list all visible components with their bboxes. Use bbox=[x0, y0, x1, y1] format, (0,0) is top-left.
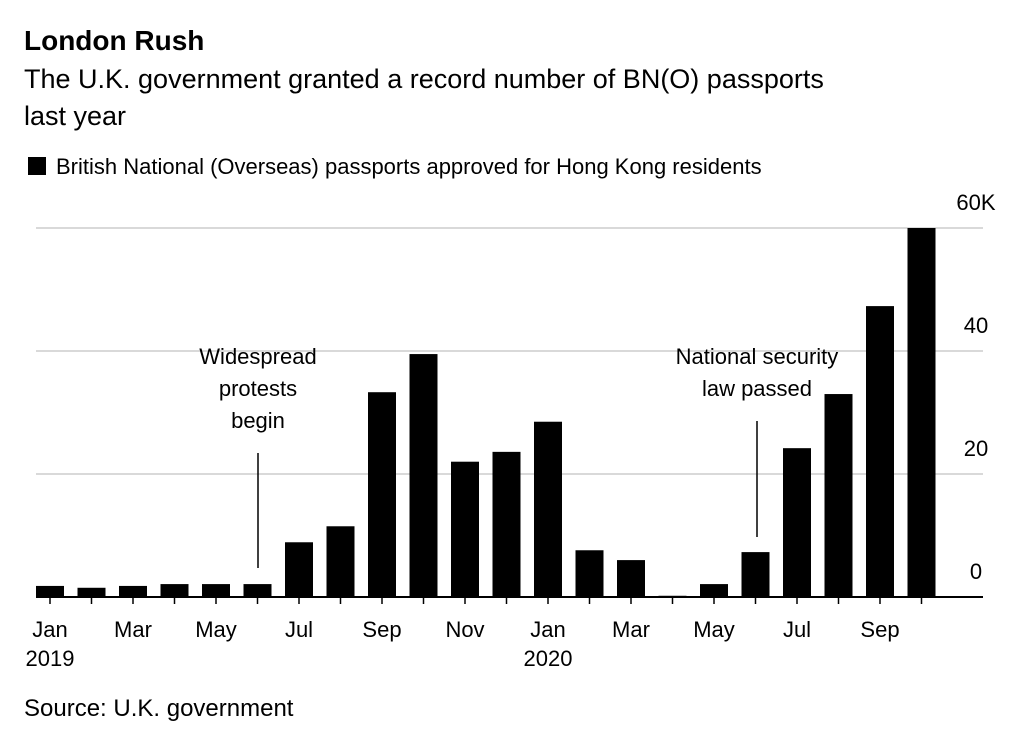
bar bbox=[243, 584, 272, 597]
bar bbox=[824, 394, 853, 597]
bar bbox=[783, 448, 811, 597]
x-tick-label: Jan 2020 bbox=[524, 617, 573, 671]
bar bbox=[160, 584, 189, 597]
x-tick-label: Sep bbox=[860, 617, 899, 642]
x-tick-label: Nov bbox=[445, 617, 484, 642]
x-tick-label: Jan 2019 bbox=[26, 617, 75, 671]
bar bbox=[326, 526, 355, 597]
bar bbox=[866, 306, 894, 597]
annotation: protests bbox=[219, 376, 297, 401]
annotation: Widespread bbox=[199, 344, 316, 369]
subtitle: The U.K. government granted a record num… bbox=[24, 64, 824, 94]
legend-swatch bbox=[28, 157, 46, 175]
bar bbox=[119, 585, 147, 597]
bar bbox=[285, 542, 313, 597]
bar bbox=[77, 587, 106, 597]
bar bbox=[492, 451, 521, 597]
bar bbox=[907, 228, 936, 597]
bar bbox=[700, 584, 728, 597]
x-tick-label: Mar bbox=[612, 617, 650, 642]
legend-label: British National (Overseas) passports ap… bbox=[56, 154, 762, 179]
x-tick-label: Mar bbox=[114, 617, 152, 642]
x-tick-label: Jul bbox=[783, 617, 811, 642]
annotation: begin bbox=[231, 408, 285, 433]
bar bbox=[575, 550, 604, 597]
subtitle: last year bbox=[24, 101, 126, 131]
y-tick-label: 0 bbox=[970, 559, 982, 584]
y-tick-label: 60K bbox=[956, 190, 995, 215]
bar bbox=[409, 354, 438, 597]
annotation: National security bbox=[676, 344, 839, 369]
bar bbox=[617, 560, 645, 597]
x-tick-label: May bbox=[693, 617, 735, 642]
bar bbox=[368, 392, 396, 597]
bar bbox=[741, 552, 770, 597]
x-tick-label: Sep bbox=[362, 617, 401, 642]
bar bbox=[36, 585, 64, 597]
annotation: law passed bbox=[702, 376, 812, 401]
x-tick-label: May bbox=[195, 617, 237, 642]
bar bbox=[534, 421, 562, 597]
x-tick-label: Jul bbox=[285, 617, 313, 642]
bar bbox=[202, 584, 230, 597]
chart-title: London Rush bbox=[24, 25, 204, 56]
y-tick-label: 20 bbox=[964, 436, 988, 461]
source: Source: U.K. government bbox=[24, 695, 294, 722]
y-tick-label: 40 bbox=[964, 313, 988, 338]
bar bbox=[451, 461, 479, 597]
